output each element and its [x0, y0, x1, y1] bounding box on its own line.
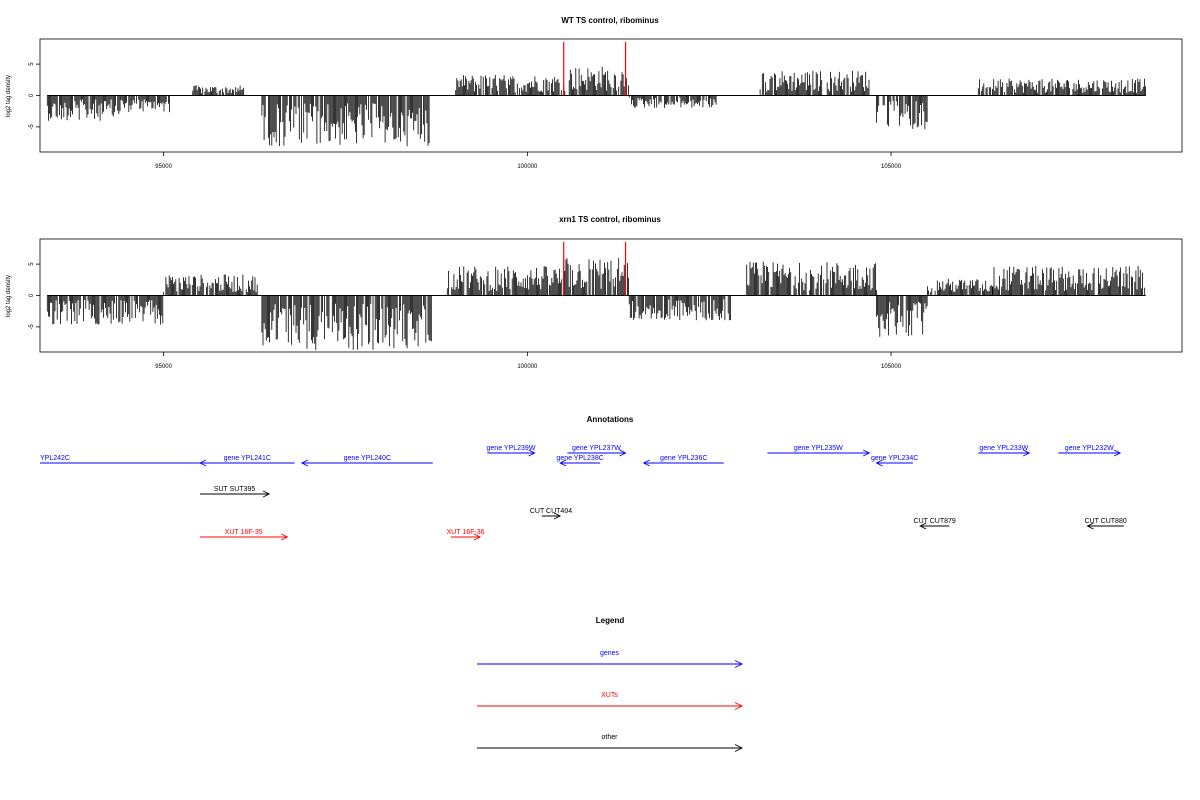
annotation-feature: CUT CUT879 — [914, 518, 956, 530]
feature-arrowhead — [863, 449, 871, 457]
legend-item: XUTs — [477, 692, 744, 710]
xrn1-y-axis-label: log2 tag density — [6, 275, 12, 317]
legend-arrowhead — [734, 744, 744, 752]
feature-arrowhead — [262, 490, 271, 498]
annotation-feature: gene YPL234C — [871, 455, 918, 467]
feature-label: YPL242C — [40, 455, 70, 462]
feature-label: gene YPL241C — [224, 455, 271, 462]
legend-title: Legend — [596, 616, 625, 625]
annotation-feature: SUT SUT395 — [200, 486, 271, 498]
legend-item: genes — [477, 650, 744, 668]
annotation-track: Annotations YPL242C gene YPL241C gene YPL2… — [40, 415, 1127, 541]
legend-item: other — [477, 734, 744, 752]
legend-label: other — [602, 734, 619, 741]
annotation-feature: CUT CUT404 — [530, 508, 572, 520]
annotation-feature: gene YPL237W — [567, 445, 627, 457]
feature-arrowhead — [919, 522, 927, 530]
feature-label: CUT CUT404 — [530, 508, 572, 515]
wt-panel-title: WT TS control, ribominus — [561, 16, 659, 25]
y-tick-label: 5 — [29, 62, 35, 66]
feature-label: gene YPL238C — [556, 455, 603, 462]
wt-density-panel: WT TS control, ribominus 95000 100000 1050… — [6, 16, 1183, 170]
x-tick-label: 100000 — [517, 164, 538, 170]
feature-label: CUT CUT880 — [1084, 518, 1126, 525]
y-tick-label: 5 — [29, 262, 35, 266]
annotation-feature: gene YPL235W — [767, 445, 871, 457]
xrn1-panel-title: xrn1 TS control, ribominus — [559, 215, 661, 224]
legend-items: genes XUTs other — [477, 650, 744, 752]
x-tick-label: 105000 — [881, 164, 902, 170]
feature-label: gene YPL233W — [979, 445, 1028, 452]
feature-label: gene YPL237W — [572, 445, 621, 452]
feature-label: SUT SUT395 — [214, 486, 256, 493]
feature-label: gene YPL236C — [660, 455, 707, 462]
annotation-feature: gene YPL241C — [199, 455, 295, 467]
feature-arrowhead — [619, 449, 627, 457]
annotation-feature: gene YPL240C — [300, 455, 433, 467]
wt-y-axis-label: log2 tag density — [6, 75, 12, 117]
x-tick-label: 95000 — [155, 164, 172, 170]
feature-arrowhead — [473, 533, 482, 541]
xrn1-x-axis: 95000 100000 105000 — [155, 352, 902, 370]
xrn1-bars — [46, 242, 1146, 351]
legend-arrowhead — [734, 660, 744, 668]
wt-y-axis: -5 0 5 — [29, 62, 40, 130]
annotation-feature: gene YPL238C — [556, 455, 604, 467]
xrn1-density-panel: xrn1 TS control, ribominus 95000 100000 10… — [6, 215, 1183, 370]
wt-x-axis: 95000 100000 105000 — [155, 152, 902, 170]
feature-label: gene YPL240C — [344, 455, 391, 462]
legend-arrowhead — [734, 702, 744, 710]
xrn1-y-axis: -5 0 5 — [29, 262, 40, 330]
y-tick-label: -5 — [29, 124, 35, 130]
feature-label: gene YPL234C — [871, 455, 918, 462]
legend: Legend genes XUTs other — [477, 616, 744, 752]
feature-arrowhead — [875, 459, 883, 467]
feature-label: XUT 16F-35 — [225, 529, 263, 536]
legend-label: genes — [600, 650, 620, 657]
feature-arrowhead — [553, 512, 562, 520]
feature-arrowhead — [642, 459, 650, 467]
feature-arrowhead — [528, 449, 536, 457]
annotation-feature: CUT CUT880 — [1084, 518, 1127, 530]
x-tick-label: 105000 — [881, 364, 902, 370]
feature-arrowhead — [1086, 522, 1094, 530]
y-tick-label: -5 — [29, 324, 35, 330]
feature-arrowhead — [281, 533, 289, 541]
annotation-feature: XUT 16F-36 — [447, 529, 485, 541]
feature-arrowhead — [300, 459, 309, 467]
y-tick-label: 0 — [29, 293, 35, 297]
annotation-features: YPL242C gene YPL241C gene YPL240C gene YPL2… — [40, 445, 1127, 541]
feature-label: gene YPL232W — [1065, 445, 1114, 452]
annotation-feature: gene YPL233W — [978, 445, 1031, 457]
feature-label: CUT CUT879 — [914, 518, 956, 525]
annotation-feature: YPL242C — [40, 455, 201, 464]
annotation-feature: gene YPL232W — [1058, 445, 1122, 457]
feature-label: gene YPL239W — [487, 445, 536, 452]
feature-arrowhead — [199, 459, 207, 467]
feature-arrowhead — [1113, 449, 1122, 457]
x-tick-label: 100000 — [517, 364, 538, 370]
feature-label: XUT 16F-36 — [447, 529, 485, 536]
feature-arrowhead — [559, 459, 567, 467]
legend-label: XUTs — [601, 692, 618, 699]
annotation-feature: gene YPL239W — [487, 445, 536, 457]
wt-bars — [46, 42, 1146, 147]
feature-arrowhead — [1023, 449, 1031, 457]
x-tick-label: 95000 — [155, 364, 172, 370]
feature-label: gene YPL235W — [794, 445, 843, 452]
annotation-feature: gene YPL236C — [642, 455, 724, 467]
y-tick-label: 0 — [29, 93, 35, 97]
annotation-feature: XUT 16F-35 — [200, 529, 289, 541]
annotations-title: Annotations — [587, 415, 634, 424]
